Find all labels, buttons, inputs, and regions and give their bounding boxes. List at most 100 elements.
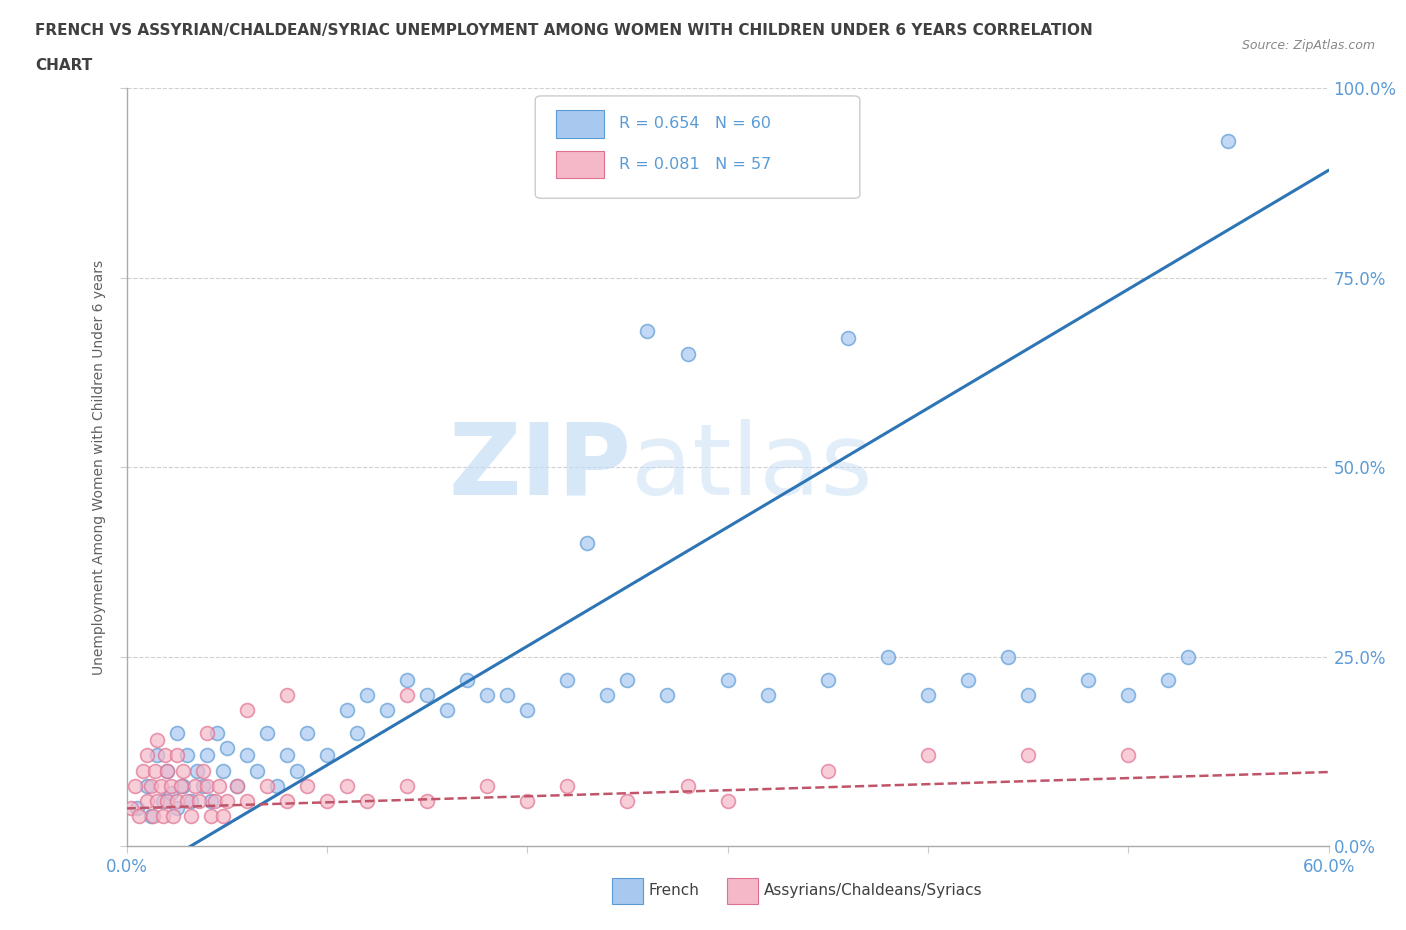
Point [817, 763, 839, 777]
Point [997, 649, 1019, 664]
Point [172, 778, 194, 793]
Point [143, 763, 166, 777]
Point [176, 793, 198, 808]
Point [356, 687, 378, 702]
Point [336, 778, 359, 793]
Point [225, 778, 247, 793]
Point [135, 793, 157, 808]
Point [315, 748, 337, 763]
Point [1218, 134, 1240, 149]
Point [266, 778, 288, 793]
Point [186, 763, 208, 777]
Point [125, 801, 148, 816]
Point [152, 808, 174, 823]
Point [356, 793, 378, 808]
Point [205, 725, 228, 740]
Point [215, 740, 238, 755]
Point [246, 763, 269, 777]
Point [877, 649, 900, 664]
Point [200, 793, 222, 808]
Point [1017, 687, 1039, 702]
Point [166, 748, 188, 763]
Point [195, 778, 218, 793]
Point [716, 793, 740, 808]
Point [169, 778, 191, 793]
Point [416, 793, 439, 808]
Point [276, 687, 298, 702]
Point [1177, 649, 1199, 664]
Point [162, 808, 184, 823]
Point [225, 778, 247, 793]
Point [135, 748, 157, 763]
Point [166, 801, 188, 816]
Point [276, 793, 298, 808]
Point [152, 793, 174, 808]
Point [557, 778, 579, 793]
Point [204, 793, 226, 808]
Point [416, 687, 439, 702]
Point [336, 702, 359, 717]
Point [917, 748, 939, 763]
Point [1077, 672, 1099, 687]
Point [616, 672, 638, 687]
Point [124, 778, 146, 793]
Point [128, 808, 150, 823]
Point [346, 725, 368, 740]
Point [195, 748, 218, 763]
Point [159, 778, 181, 793]
Point [235, 748, 259, 763]
Point [516, 793, 538, 808]
Point [195, 725, 218, 740]
Point [139, 808, 162, 823]
Point [956, 672, 979, 687]
Point [375, 702, 398, 717]
Point [211, 763, 233, 777]
Text: Assyrians/Chaldeans/Syriacs: Assyrians/Chaldeans/Syriacs [763, 884, 981, 898]
Point [636, 324, 658, 339]
Point [211, 808, 233, 823]
Point [917, 687, 939, 702]
Point [1017, 748, 1039, 763]
Point [155, 763, 177, 777]
Point [1157, 672, 1180, 687]
Text: ZIP: ZIP [449, 418, 631, 516]
Point [131, 763, 153, 777]
Point [256, 725, 278, 740]
Point [1118, 687, 1140, 702]
Point [557, 672, 579, 687]
Point [716, 672, 740, 687]
Y-axis label: Unemployment Among Women with Children Under 6 years: Unemployment Among Women with Children U… [93, 259, 107, 675]
Point [285, 763, 308, 777]
Point [145, 748, 167, 763]
Point [149, 778, 172, 793]
Point [155, 793, 177, 808]
Point [496, 687, 519, 702]
Point [172, 763, 194, 777]
Point [180, 808, 202, 823]
Point [837, 331, 859, 346]
FancyBboxPatch shape [536, 96, 860, 198]
Point [396, 687, 419, 702]
Point [456, 672, 478, 687]
Point [191, 763, 214, 777]
Text: R = 0.654   N = 60: R = 0.654 N = 60 [620, 116, 772, 131]
Point [183, 778, 205, 793]
Point [215, 793, 238, 808]
Point [191, 778, 214, 793]
Point [436, 702, 458, 717]
Point [676, 346, 699, 361]
Point [1118, 748, 1140, 763]
Text: CHART: CHART [35, 58, 93, 73]
Point [142, 808, 165, 823]
Point [315, 793, 337, 808]
Point [145, 733, 167, 748]
Point [576, 536, 599, 551]
Point [616, 793, 638, 808]
FancyBboxPatch shape [555, 151, 603, 178]
Point [166, 725, 188, 740]
Point [180, 793, 202, 808]
Point [817, 672, 839, 687]
Text: R = 0.081   N = 57: R = 0.081 N = 57 [620, 156, 772, 172]
Point [295, 778, 318, 793]
Text: Source: ZipAtlas.com: Source: ZipAtlas.com [1241, 39, 1375, 52]
